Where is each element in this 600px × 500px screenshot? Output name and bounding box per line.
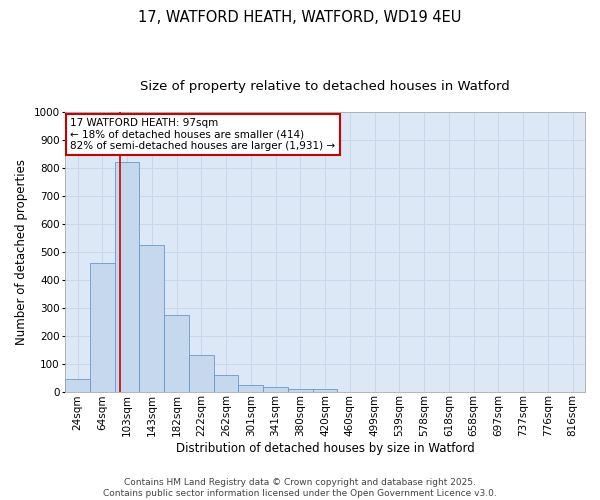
X-axis label: Distribution of detached houses by size in Watford: Distribution of detached houses by size … [176,442,475,455]
Bar [115,162,139,392]
Bar [139,245,164,392]
Bar [288,388,313,392]
Bar [90,263,115,392]
Bar [65,379,90,392]
Bar [313,388,337,392]
Y-axis label: Number of detached properties: Number of detached properties [15,159,28,345]
Bar [238,384,263,392]
Text: 17 WATFORD HEATH: 97sqm
← 18% of detached houses are smaller (414)
82% of semi-d: 17 WATFORD HEATH: 97sqm ← 18% of detache… [70,118,335,151]
Title: Size of property relative to detached houses in Watford: Size of property relative to detached ho… [140,80,510,93]
Bar [263,388,288,392]
Bar [214,375,238,392]
Bar [164,314,189,392]
Text: 17, WATFORD HEATH, WATFORD, WD19 4EU: 17, WATFORD HEATH, WATFORD, WD19 4EU [139,10,461,25]
Text: Contains HM Land Registry data © Crown copyright and database right 2025.
Contai: Contains HM Land Registry data © Crown c… [103,478,497,498]
Bar [189,355,214,392]
